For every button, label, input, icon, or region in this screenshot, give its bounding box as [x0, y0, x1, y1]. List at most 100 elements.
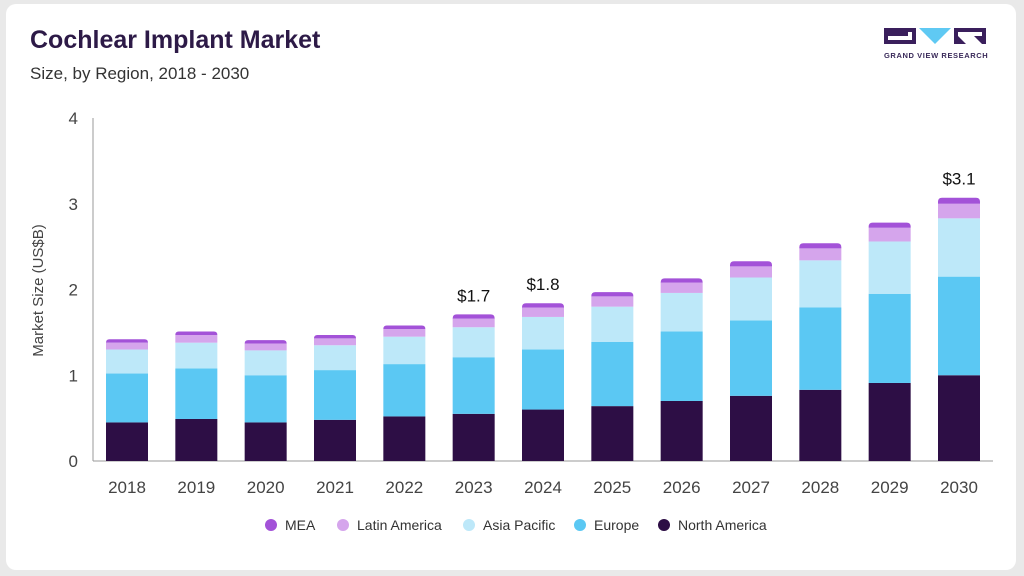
bar-total-label: $3.1 — [942, 170, 975, 189]
bar-segment — [660, 400, 703, 461]
bar-segment — [244, 350, 287, 376]
bar-segment — [522, 349, 564, 410]
y-tick-label: 2 — [69, 281, 78, 300]
grand-view-research-logo — [884, 28, 986, 44]
bar-segment — [314, 334, 356, 339]
bar-segment — [660, 331, 703, 401]
bar-segment — [799, 248, 842, 261]
bar-segment — [175, 342, 218, 369]
bar-segment — [660, 282, 703, 293]
bar-segment — [175, 334, 218, 343]
bar-segment — [106, 339, 148, 343]
bar-segment — [383, 325, 426, 329]
bar-segment — [730, 320, 772, 396]
logo-text: GRAND VIEW RESEARCH — [884, 51, 989, 60]
bar-segment — [452, 413, 495, 461]
bar-segment — [314, 345, 356, 371]
bar-segment — [868, 382, 911, 461]
bar-segment — [938, 203, 980, 219]
legend-marker — [337, 519, 349, 531]
x-tick-label: 2028 — [801, 478, 839, 497]
bar-segment — [730, 277, 772, 321]
bar-segment — [591, 292, 634, 297]
legend-label: Latin America — [357, 517, 442, 533]
bar-segment — [522, 409, 564, 461]
bar-segment — [799, 260, 842, 308]
bar-segment — [106, 422, 148, 461]
bar-segment — [106, 349, 148, 374]
bar-segment — [938, 276, 980, 376]
x-tick-label: 2020 — [247, 478, 285, 497]
bar-segment — [799, 307, 842, 390]
x-tick-label: 2022 — [385, 478, 423, 497]
bar-segment — [868, 227, 911, 242]
bar-segment — [175, 368, 218, 419]
legend-label: Europe — [594, 517, 639, 533]
bar-segment — [244, 343, 287, 351]
legend-label: MEA — [285, 517, 316, 533]
bar-segment — [591, 406, 634, 461]
x-tick-label: 2025 — [593, 478, 631, 497]
y-axis-label: Market Size (US$B) — [30, 224, 47, 357]
chart-card — [6, 4, 1016, 570]
chart-title: Cochlear Implant Market — [30, 26, 321, 54]
chart-subtitle: Size, by Region, 2018 - 2030 — [30, 64, 250, 83]
bar-segment — [452, 314, 495, 319]
bar-segment — [660, 278, 703, 283]
bar-segment — [799, 389, 842, 461]
x-tick-label: 2019 — [177, 478, 215, 497]
x-tick-label: 2021 — [316, 478, 354, 497]
bar-segment — [244, 375, 287, 423]
bar-segment — [314, 370, 356, 420]
bar-segment — [730, 395, 772, 461]
bar-segment — [383, 416, 426, 461]
bar-segment — [938, 218, 980, 277]
bar-segment — [522, 307, 564, 317]
legend-label: Asia Pacific — [483, 517, 555, 533]
bar-segment — [591, 296, 634, 307]
legend-marker — [574, 519, 586, 531]
bar-segment — [591, 306, 634, 342]
x-tick-label: 2018 — [108, 478, 146, 497]
legend-label: North America — [678, 517, 767, 533]
x-tick-label: 2024 — [524, 478, 562, 497]
bar-segment — [175, 418, 218, 461]
bar-segment — [730, 266, 772, 278]
bar-segment — [452, 327, 495, 358]
y-tick-label: 0 — [69, 452, 78, 471]
bar-segment — [868, 241, 911, 294]
bar-segment — [106, 342, 148, 350]
bar-segment — [383, 336, 426, 365]
bar-segment — [244, 422, 287, 461]
bar-segment — [106, 373, 148, 423]
bar-segment — [175, 331, 218, 335]
bar-segment — [383, 364, 426, 417]
legend-marker — [265, 519, 277, 531]
bar-segment — [660, 292, 703, 332]
bar-total-label: $1.7 — [457, 286, 490, 305]
bar-segment — [314, 419, 356, 461]
bar-segment — [868, 222, 911, 228]
bar-segment — [799, 243, 842, 249]
y-tick-label: 3 — [69, 195, 78, 214]
bar-segment — [383, 328, 426, 337]
bar-total-label: $1.8 — [526, 275, 559, 294]
bar-segment — [938, 375, 980, 461]
bar-segment — [522, 316, 564, 350]
x-tick-label: 2029 — [871, 478, 909, 497]
bar-segment — [244, 340, 287, 344]
bar-segment — [730, 261, 772, 267]
legend-marker — [658, 519, 670, 531]
bar-segment — [938, 197, 980, 204]
bar-segment — [314, 338, 356, 346]
x-tick-label: 2023 — [455, 478, 493, 497]
bar-segment — [868, 293, 911, 383]
bar-segment — [591, 341, 634, 407]
y-tick-label: 1 — [69, 366, 78, 385]
bar-segment — [452, 318, 495, 328]
x-tick-label: 2027 — [732, 478, 770, 497]
x-tick-label: 2030 — [940, 478, 978, 497]
x-tick-label: 2026 — [663, 478, 701, 497]
bar-segment — [522, 303, 564, 308]
